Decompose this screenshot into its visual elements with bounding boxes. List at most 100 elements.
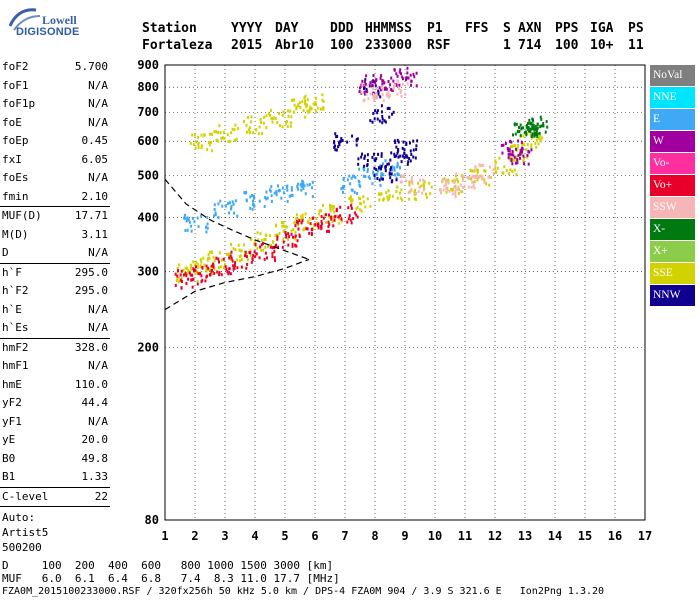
data-point <box>530 146 533 150</box>
data-point <box>371 182 374 186</box>
data-point <box>517 143 520 147</box>
data-point <box>529 122 532 126</box>
data-point <box>453 185 456 189</box>
data-point <box>253 196 256 200</box>
data-point <box>186 228 189 232</box>
data-point <box>516 161 519 165</box>
data-point <box>202 256 205 260</box>
data-point <box>319 107 322 111</box>
param-name: foF1 <box>2 78 29 92</box>
data-point <box>404 92 407 96</box>
data-point <box>209 132 212 136</box>
data-point <box>222 130 225 134</box>
data-point <box>358 183 361 187</box>
data-point <box>259 117 262 121</box>
header-value: 11 <box>628 38 644 53</box>
data-point <box>346 178 349 182</box>
data-point <box>531 132 534 136</box>
data-point <box>513 155 516 159</box>
data-point <box>361 83 364 87</box>
data-point <box>258 132 261 136</box>
data-point <box>364 205 367 209</box>
data-point <box>401 75 404 79</box>
data-point <box>518 125 521 129</box>
data-point <box>223 262 226 266</box>
data-point <box>389 168 392 172</box>
data-point <box>400 188 403 192</box>
data-point <box>266 196 269 200</box>
data-point <box>329 205 332 209</box>
param-row: h`F2 295.0 <box>0 282 110 301</box>
data-point <box>251 207 254 211</box>
data-point <box>292 110 295 114</box>
data-point <box>275 191 278 195</box>
data-point <box>408 190 411 194</box>
data-point <box>396 165 399 169</box>
data-point <box>245 199 248 203</box>
data-point <box>293 103 296 107</box>
data-point <box>364 78 367 82</box>
data-point <box>415 147 418 151</box>
data-point <box>274 117 277 121</box>
data-point <box>347 217 350 221</box>
data-point <box>523 131 526 135</box>
data-point <box>360 83 363 87</box>
header-label: S <box>503 21 511 36</box>
data-point <box>371 120 374 124</box>
data-point <box>530 136 533 140</box>
data-point <box>389 176 392 180</box>
data-point <box>455 172 458 176</box>
data-point <box>251 199 254 203</box>
data-point <box>409 189 412 193</box>
data-point <box>200 146 203 150</box>
data-point <box>332 224 335 228</box>
data-point <box>180 280 183 284</box>
data-point <box>380 86 383 90</box>
data-point <box>230 256 233 260</box>
data-point <box>531 134 534 138</box>
data-point <box>298 234 301 238</box>
data-point <box>523 162 526 166</box>
param-divider <box>0 262 110 264</box>
data-point <box>220 273 223 277</box>
data-point <box>303 96 306 100</box>
data-point <box>348 197 351 201</box>
data-point <box>179 278 182 282</box>
data-point <box>509 155 512 159</box>
data-point <box>180 286 183 290</box>
data-point <box>411 181 414 185</box>
data-point <box>294 222 297 226</box>
data-point <box>396 185 399 189</box>
data-point <box>362 195 365 199</box>
data-point <box>302 109 305 113</box>
data-point <box>408 197 411 201</box>
param-value: 5.700 <box>74 60 108 73</box>
data-point <box>391 112 394 116</box>
param-value: 22 <box>94 489 108 503</box>
data-point <box>472 184 475 188</box>
data-point <box>534 124 537 128</box>
param-name: D <box>2 246 9 259</box>
data-point <box>258 125 261 129</box>
data-point <box>509 152 512 156</box>
data-point <box>259 121 262 125</box>
data-point <box>314 223 317 227</box>
data-point <box>349 218 352 222</box>
data-point <box>397 147 400 151</box>
series-w-vo-high <box>358 66 533 166</box>
data-point <box>194 272 197 276</box>
series-vo-low-trace <box>174 204 359 290</box>
data-point <box>342 186 345 190</box>
data-point <box>305 105 308 109</box>
data-point <box>263 257 266 261</box>
data-point <box>374 84 377 88</box>
data-point <box>209 272 212 276</box>
data-point <box>306 227 309 231</box>
param-row: C-level 22 <box>0 488 110 507</box>
data-point <box>451 179 454 183</box>
data-point <box>231 127 234 131</box>
data-point <box>501 151 504 155</box>
data-point <box>518 156 521 160</box>
data-point <box>219 199 222 203</box>
data-point <box>273 250 276 254</box>
